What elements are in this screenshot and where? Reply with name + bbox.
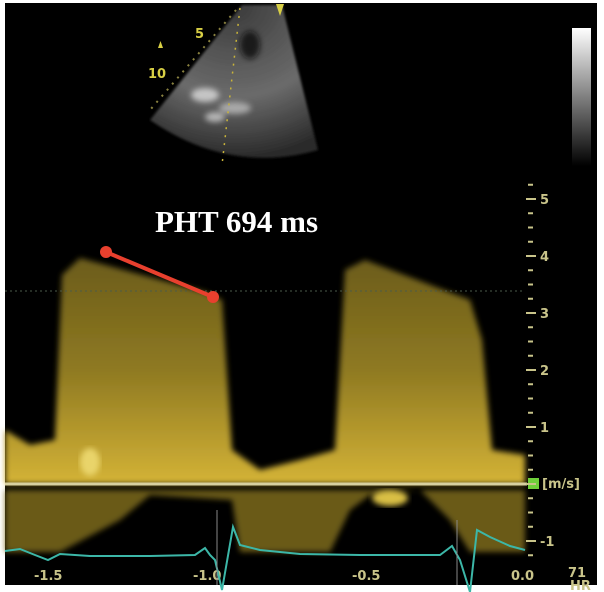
echo-sector-2d: 5 10 [148,4,318,166]
depth-marker-icon [158,41,163,48]
probe-marker-icon [276,4,284,16]
velocity-unit: [m/s] [542,477,580,492]
ecg-trace [4,523,526,592]
caliper-end[interactable] [207,291,219,303]
velocity-tick-label: -1 [540,535,554,550]
velocity-tick-label: 3 [540,307,549,322]
time-axis: -1.5 -1.0 -0.5 0.0 [34,569,534,584]
heart-rate-value: 71 [568,566,586,581]
velocity-tick-label: 5 [540,193,549,208]
velocity-axis: 5 4 3 2 1 -1 [526,183,554,557]
depth-label-5: 5 [195,27,204,42]
time-tick-label: 0.0 [511,569,534,584]
heart-rate-unit: HR [570,579,591,592]
time-tick-label: -1.0 [193,569,221,584]
velocity-tick-label: 4 [540,250,549,265]
velocity-tick-label: 2 [540,364,549,379]
pht-measurement[interactable] [100,246,219,303]
depth-label-10: 10 [148,67,166,82]
time-tick-label: -1.5 [34,569,62,584]
caliper-start[interactable] [100,246,112,258]
time-tick-label: -0.5 [352,569,380,584]
grayscale-bar [572,28,591,166]
velocity-tick-label: 1 [540,421,549,436]
doppler-spectrum [5,258,525,552]
pht-label: PHT 694 ms [155,204,318,239]
